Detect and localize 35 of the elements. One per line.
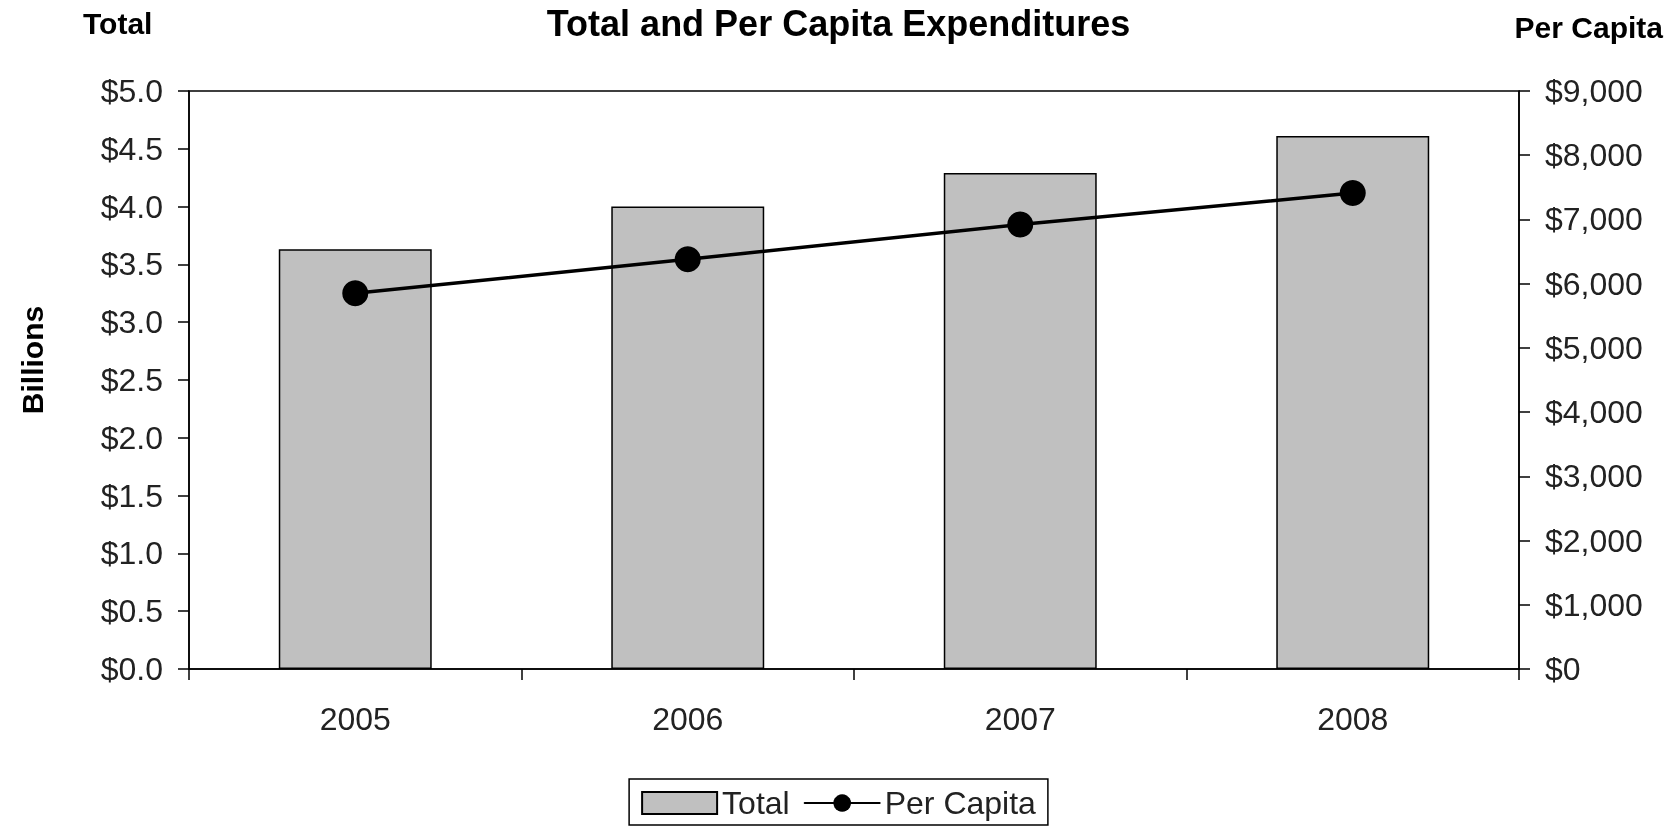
y2-tick-label: $7,000 xyxy=(1545,201,1643,238)
y-tick-label: $1.0 xyxy=(100,535,163,572)
y-tick-label: $3.5 xyxy=(100,246,163,283)
y-axis-title: Total xyxy=(83,6,153,40)
y-tick-label: $3.0 xyxy=(100,304,163,341)
y-tick-label: $2.0 xyxy=(100,419,163,456)
x-tick-label: 2006 xyxy=(652,701,724,737)
point xyxy=(674,246,701,273)
y2-tick-label: $5,000 xyxy=(1545,329,1643,366)
legend-label: Total xyxy=(722,785,790,821)
y2-axis-title: Per Capita xyxy=(1514,10,1664,44)
point xyxy=(1007,211,1034,238)
y2-tick-label: $0 xyxy=(1545,651,1581,687)
chart-title: Total and Per Capita Expenditures xyxy=(546,2,1131,44)
legend-label: Per Capita xyxy=(884,785,1037,821)
y2-tick-label: $2,000 xyxy=(1545,522,1643,559)
y2-tick-label: $6,000 xyxy=(1545,265,1643,302)
y-tick-label: $4.0 xyxy=(100,188,163,225)
y2-tick-label: $3,000 xyxy=(1545,458,1643,495)
x-tick-label: 2007 xyxy=(984,701,1056,737)
y-tick-label: $5.0 xyxy=(100,73,163,109)
y2-tick-label: $8,000 xyxy=(1545,137,1643,174)
x-tick-label: 2008 xyxy=(1317,701,1389,737)
point xyxy=(342,280,369,307)
y-tick-label: $2.5 xyxy=(100,362,163,398)
y-tick-label: $1.5 xyxy=(100,477,163,514)
y-tick-label: $4.5 xyxy=(100,130,163,167)
x-tick-label: 2005 xyxy=(319,701,391,737)
y2-tick-label: $1,000 xyxy=(1545,586,1643,623)
y2-tick-label: $9,000 xyxy=(1545,73,1643,109)
y-tick-label: $0.5 xyxy=(100,593,163,630)
point xyxy=(1339,180,1366,207)
text: Billions xyxy=(15,305,49,415)
y2-tick-label: $4,000 xyxy=(1545,394,1643,431)
y-tick-label: $0.0 xyxy=(100,651,163,687)
